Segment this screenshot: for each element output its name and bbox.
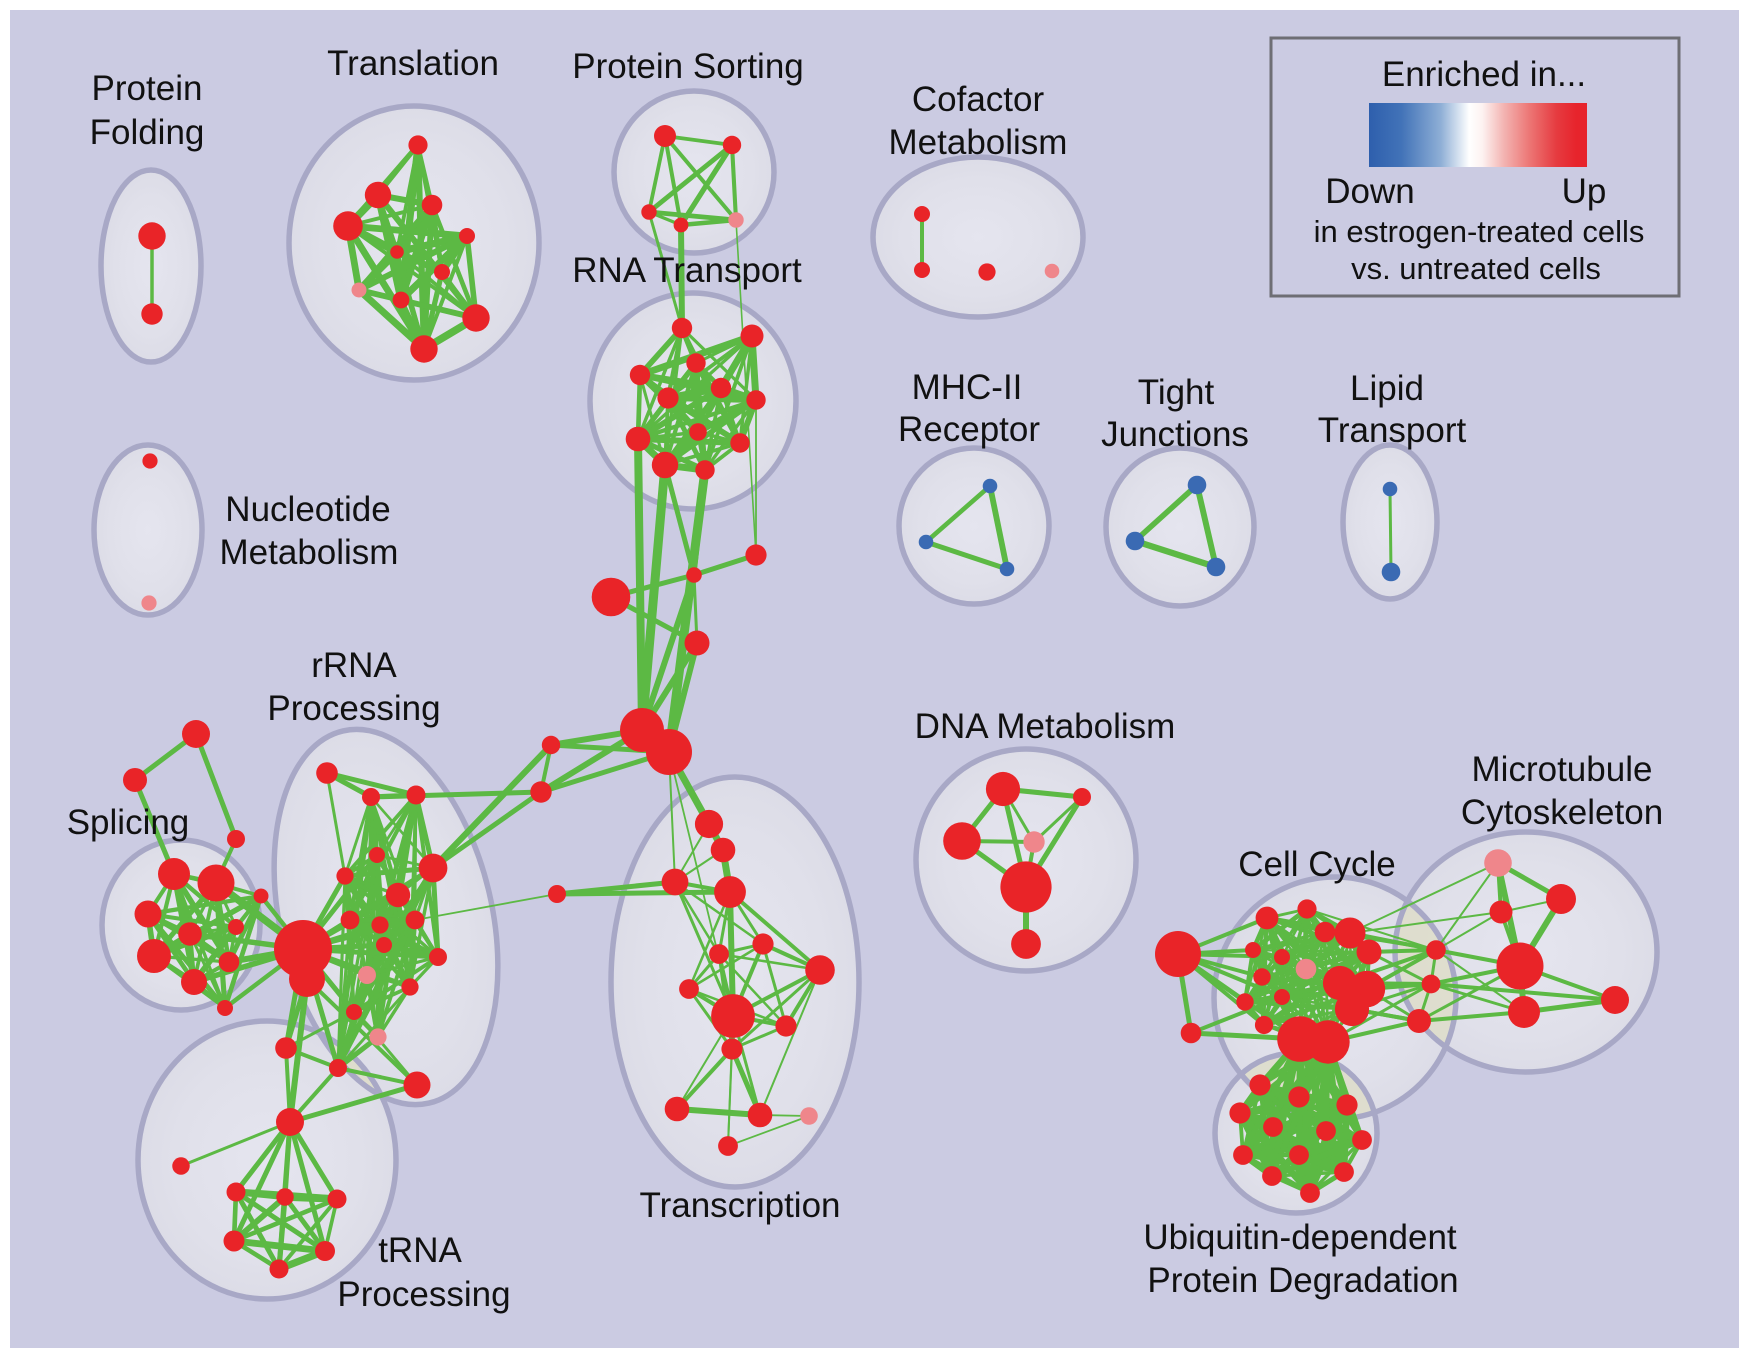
svg-text:Transport: Transport (1318, 411, 1467, 450)
svg-text:vs. untreated cells: vs. untreated cells (1351, 251, 1601, 286)
svg-text:Metabolism: Metabolism (889, 123, 1068, 162)
svg-text:rRNA: rRNA (311, 646, 397, 685)
svg-text:Junctions: Junctions (1101, 415, 1249, 454)
svg-text:Cofactor: Cofactor (912, 80, 1045, 119)
svg-text:Nucleotide: Nucleotide (225, 490, 390, 529)
svg-text:in estrogen-treated cells: in estrogen-treated cells (1314, 214, 1645, 249)
svg-text:Processing: Processing (267, 689, 440, 728)
svg-text:Protein: Protein (92, 69, 203, 108)
svg-text:Receptor: Receptor (898, 410, 1040, 449)
svg-text:Metabolism: Metabolism (220, 533, 399, 572)
svg-text:Splicing: Splicing (67, 803, 190, 842)
svg-text:Transcription: Transcription (640, 1186, 841, 1225)
svg-text:Protein Sorting: Protein Sorting (572, 47, 804, 86)
svg-text:Up: Up (1562, 172, 1607, 211)
svg-text:tRNA: tRNA (378, 1231, 462, 1270)
svg-text:Down: Down (1325, 172, 1414, 211)
svg-text:Folding: Folding (90, 113, 205, 152)
svg-text:Ubiquitin-dependent: Ubiquitin-dependent (1143, 1218, 1457, 1257)
svg-text:RNA Transport: RNA Transport (572, 251, 802, 290)
svg-text:Cell Cycle: Cell Cycle (1238, 845, 1396, 884)
svg-text:Translation: Translation (327, 44, 499, 83)
svg-text:Processing: Processing (337, 1275, 510, 1314)
svg-text:Cytoskeleton: Cytoskeleton (1461, 793, 1663, 832)
svg-text:DNA Metabolism: DNA Metabolism (915, 707, 1176, 746)
svg-text:Protein Degradation: Protein Degradation (1147, 1261, 1458, 1300)
svg-text:Enriched in...: Enriched in... (1382, 55, 1586, 94)
svg-text:Lipid: Lipid (1350, 369, 1424, 408)
svg-text:Microtubule: Microtubule (1472, 750, 1653, 789)
svg-text:Tight: Tight (1138, 373, 1215, 412)
svg-text:MHC-II: MHC-II (912, 368, 1023, 407)
